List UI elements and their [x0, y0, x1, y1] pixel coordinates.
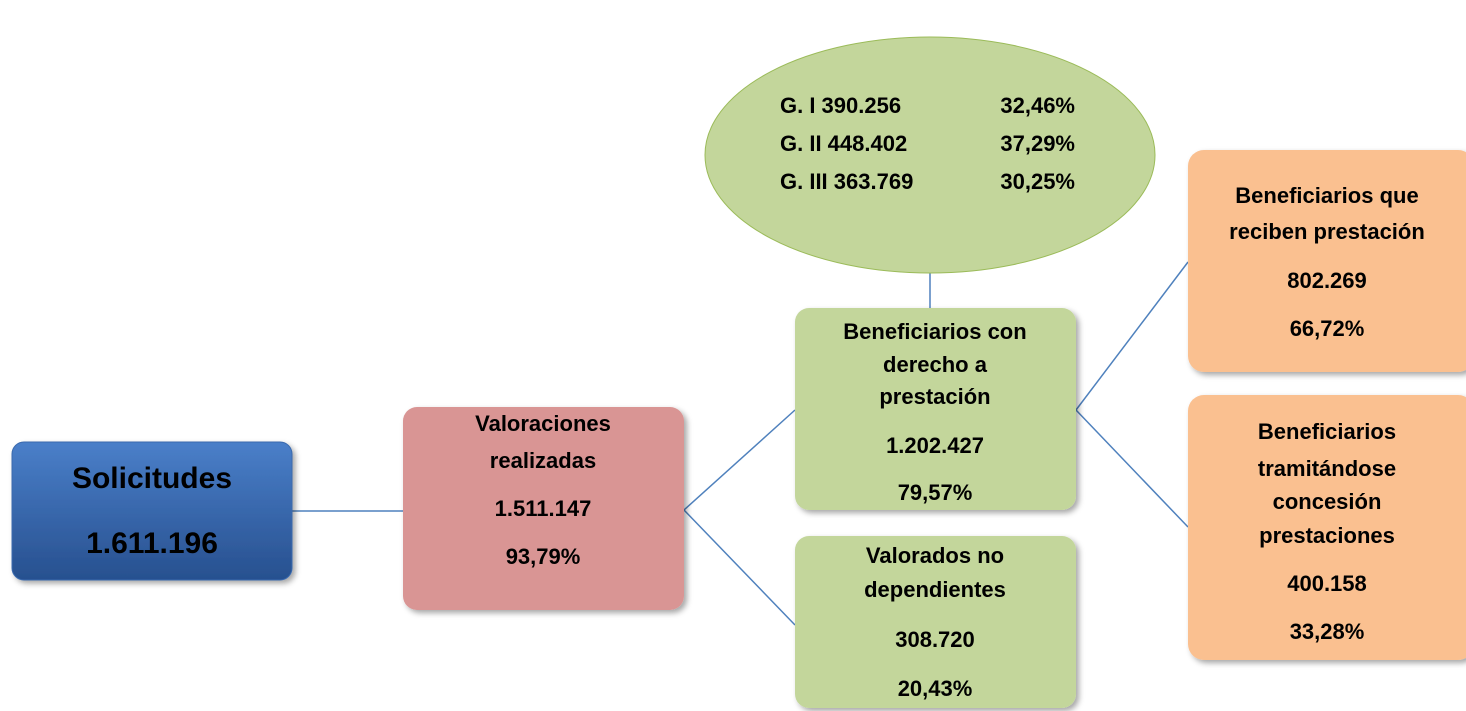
node-text: Valoraciones: [475, 411, 611, 436]
node-text: realizadas: [490, 448, 596, 473]
node-text: derecho a: [883, 352, 988, 377]
node-text: reciben prestación: [1229, 219, 1425, 244]
node-text: 20,43%: [898, 676, 973, 701]
node-box: [1188, 150, 1466, 372]
node-text: Beneficiarios que: [1235, 183, 1418, 208]
connector: [1075, 409, 1189, 528]
group-percent: 30,25%: [1000, 169, 1075, 194]
node-text: Beneficiarios: [1258, 419, 1396, 444]
group-percent: 37,29%: [1000, 131, 1075, 156]
node-box: [795, 536, 1076, 708]
node-text: 1.611.196: [86, 527, 218, 560]
node-text: 308.720: [895, 627, 975, 652]
node-text: 66,72%: [1290, 316, 1365, 341]
node-text: Valorados no: [866, 543, 1004, 568]
node-text: concesión: [1273, 489, 1382, 514]
node-text: Beneficiarios con: [843, 319, 1026, 344]
node-text: 1.511.147: [495, 496, 592, 521]
node-text: 79,57%: [898, 480, 973, 505]
node-text: 802.269: [1287, 268, 1367, 293]
connector: [1075, 261, 1189, 411]
node-text: 400.158: [1287, 571, 1367, 596]
node-text: prestaciones: [1259, 523, 1395, 548]
group-percent: 32,46%: [1000, 93, 1075, 118]
node-box: [11, 441, 293, 581]
group-label: G. I 390.256: [780, 93, 901, 118]
group-ellipse: [704, 36, 1156, 274]
group-label: G. II 448.402: [780, 131, 907, 156]
node-text: 1.202.427: [886, 433, 984, 458]
connector: [683, 409, 796, 511]
node-text: tramitándose: [1258, 456, 1396, 481]
node-text: 93,79%: [506, 544, 581, 569]
connector: [683, 509, 796, 626]
node-text: dependientes: [864, 577, 1006, 602]
group-label: G. III 363.769: [780, 169, 913, 194]
node-text: prestación: [879, 384, 990, 409]
node-box: [1188, 395, 1466, 660]
node-box: [403, 407, 684, 610]
node-text: Solicitudes: [72, 462, 232, 495]
node-text: 33,28%: [1290, 619, 1365, 644]
node-box: [795, 308, 1076, 510]
